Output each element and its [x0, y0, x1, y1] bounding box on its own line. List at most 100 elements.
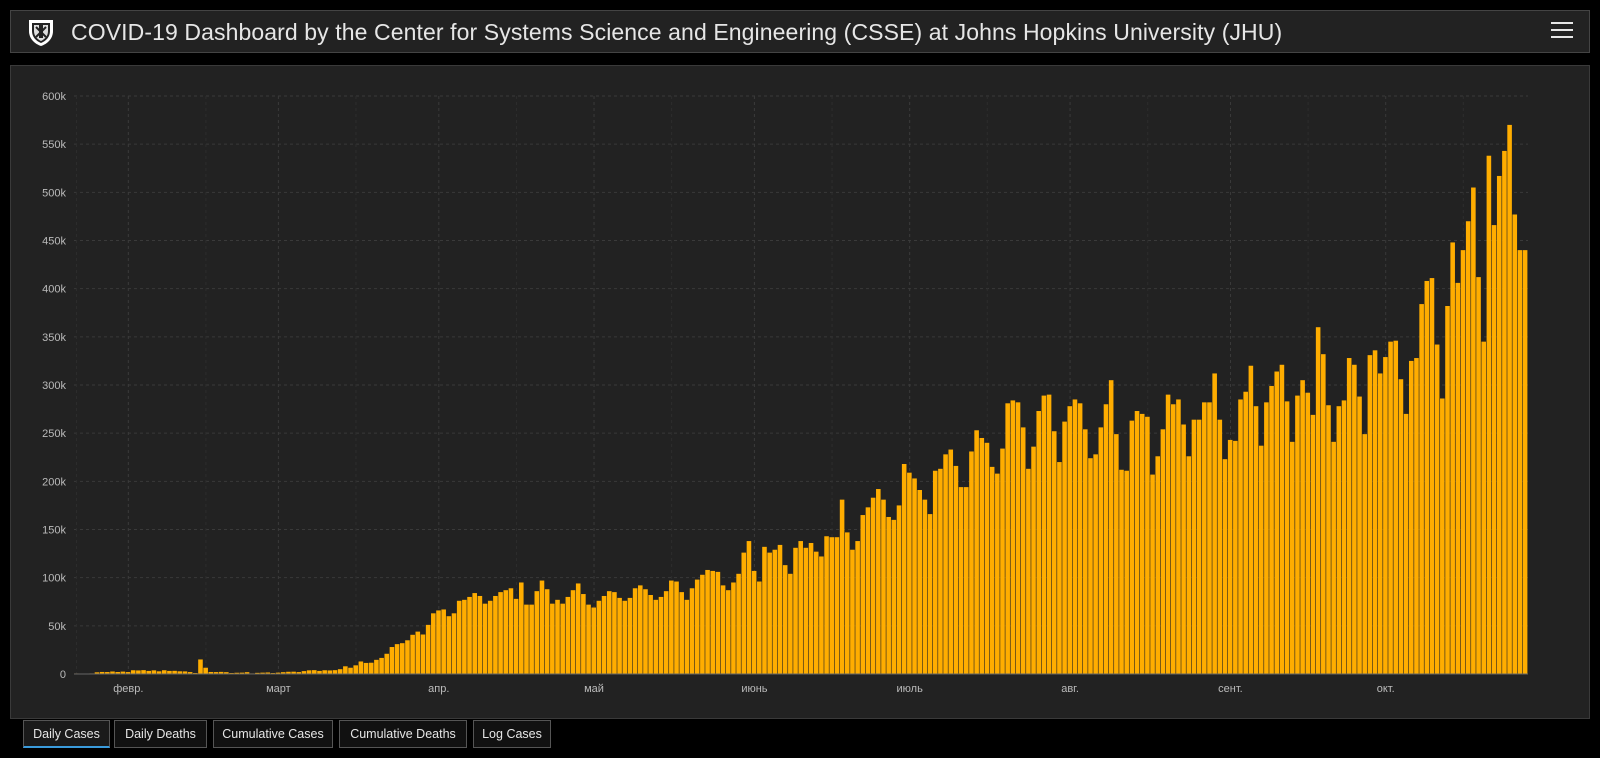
- bar: [1284, 401, 1290, 674]
- bar: [420, 634, 426, 674]
- x-tick-label: сент.: [1218, 683, 1243, 695]
- bar: [1507, 124, 1512, 674]
- bar: [441, 609, 446, 674]
- bar: [384, 653, 390, 674]
- bar: [746, 541, 752, 674]
- bar: [451, 613, 457, 674]
- bar: [1429, 278, 1435, 674]
- bar: [870, 497, 876, 674]
- bar: [99, 671, 105, 674]
- bar: [477, 595, 483, 674]
- bar: [1414, 358, 1419, 674]
- bar: [953, 465, 959, 674]
- bar: [348, 667, 353, 674]
- bar: [125, 672, 131, 674]
- bar: [1181, 424, 1186, 674]
- bar: [1440, 398, 1445, 674]
- bar: [601, 595, 607, 674]
- bar: [586, 604, 591, 674]
- hamburger-menu-icon[interactable]: [1551, 22, 1573, 42]
- bar: [1134, 411, 1140, 674]
- bar: [1258, 445, 1264, 674]
- bar: [1512, 214, 1518, 675]
- bar: [1202, 402, 1207, 674]
- bar: [482, 603, 488, 674]
- bar: [1072, 399, 1078, 674]
- bar: [663, 591, 669, 674]
- bar: [322, 670, 327, 674]
- bar: [1289, 441, 1295, 674]
- bar: [700, 574, 705, 674]
- bar: [741, 552, 747, 674]
- dashboard-header: COVID-19 Dashboard by the Center for Sys…: [10, 10, 1590, 53]
- bar: [425, 624, 431, 674]
- x-tick-label: окт.: [1377, 683, 1395, 695]
- bar: [110, 671, 115, 674]
- bar: [1274, 371, 1280, 674]
- bar: [410, 634, 415, 674]
- bar: [182, 671, 188, 674]
- bar: [617, 597, 622, 674]
- bar: [161, 670, 167, 674]
- bar: [591, 607, 597, 674]
- tab-log-cases[interactable]: Log Cases: [473, 720, 551, 748]
- bar: [808, 542, 814, 674]
- bar: [844, 532, 850, 674]
- bar: [327, 670, 333, 674]
- chart-panel: 0 50k 100k 150k 200k 250k 300k 350k 400k 450k 500k…: [10, 65, 1590, 719]
- bar: [1377, 373, 1383, 674]
- bar: [881, 499, 886, 674]
- bar: [1419, 304, 1424, 674]
- bar: [358, 661, 364, 674]
- bar: [1119, 469, 1124, 674]
- y-tick-label: 400k: [42, 284, 66, 296]
- bar: [565, 596, 571, 674]
- bar: [1233, 440, 1238, 674]
- bar: [332, 670, 338, 674]
- bar: [938, 468, 943, 674]
- bar: [224, 672, 229, 674]
- bar: [1310, 414, 1316, 674]
- bar: [415, 631, 421, 674]
- bar: [669, 580, 674, 674]
- bar: [1114, 434, 1119, 674]
- bar: [1434, 344, 1440, 674]
- bar: [643, 589, 648, 674]
- bar: [710, 570, 716, 674]
- bar: [772, 549, 778, 674]
- bar: [1129, 420, 1135, 674]
- tab-cumulative-cases[interactable]: Cumulative Cases: [213, 720, 333, 748]
- bar: [1326, 405, 1331, 674]
- bar: [550, 603, 555, 674]
- bar: [1305, 392, 1311, 674]
- bar: [1067, 406, 1073, 674]
- bar: [855, 541, 860, 674]
- bar: [731, 582, 736, 674]
- bar: [1098, 427, 1104, 674]
- bar: [130, 670, 136, 674]
- bar: [793, 547, 798, 674]
- bar: [472, 593, 478, 674]
- bar: [575, 583, 581, 674]
- bar: [555, 599, 560, 674]
- bar: [1145, 416, 1150, 674]
- bar: [239, 672, 245, 674]
- bar: [1388, 341, 1393, 674]
- bar: [456, 600, 462, 674]
- bar: [487, 600, 493, 674]
- x-tick-label: июнь: [741, 683, 767, 695]
- bar: [627, 597, 633, 674]
- bar: [1088, 458, 1093, 674]
- tab-cumulative-deaths[interactable]: Cumulative Deaths: [339, 720, 467, 748]
- tab-daily-cases[interactable]: Daily Cases: [23, 720, 110, 748]
- y-tick-label: 500k: [42, 187, 66, 199]
- tab-daily-deaths[interactable]: Daily Deaths: [114, 720, 207, 748]
- bar: [1212, 373, 1217, 674]
- bar: [720, 585, 726, 674]
- bar: [1150, 474, 1155, 674]
- x-tick-label: июль: [897, 683, 924, 695]
- bar: [146, 670, 152, 674]
- bar: [927, 514, 933, 674]
- bar: [1491, 225, 1497, 674]
- bar: [762, 546, 767, 674]
